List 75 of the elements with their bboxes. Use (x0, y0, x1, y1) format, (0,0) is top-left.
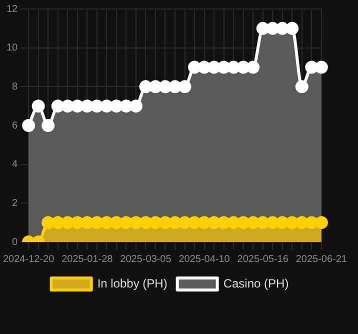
point (110, 100, 123, 113)
point (80, 216, 94, 230)
point (246, 60, 260, 74)
x-tick-label: 2025-05-16 (237, 254, 289, 265)
x-tick-label: 2025-06-21 (296, 254, 348, 265)
y-tick-label: 4 (12, 159, 18, 170)
point (314, 216, 328, 230)
point (61, 100, 74, 113)
point (129, 216, 142, 230)
point (295, 216, 308, 230)
point (158, 216, 172, 230)
point (158, 80, 172, 94)
point (305, 60, 318, 74)
point (208, 60, 221, 74)
point (256, 216, 270, 230)
point (236, 216, 250, 230)
point (42, 119, 55, 132)
point (42, 216, 55, 230)
point (120, 100, 133, 113)
point (246, 216, 260, 230)
legend-label: Casino (PH) (223, 276, 289, 290)
point (266, 216, 280, 230)
point (295, 80, 308, 94)
x-tick-label: 2025-03-05 (120, 254, 172, 265)
point (286, 216, 299, 230)
point (32, 100, 45, 113)
point (305, 216, 318, 230)
point (120, 216, 133, 230)
y-tick-label: 6 (12, 120, 18, 132)
point (276, 22, 289, 35)
point (217, 216, 230, 230)
point (198, 216, 211, 230)
point (70, 100, 84, 113)
y-tick-label: 0 (12, 236, 18, 248)
point (286, 22, 299, 35)
point (188, 60, 202, 74)
point (22, 119, 36, 132)
point (80, 100, 94, 113)
point (100, 100, 114, 113)
point (148, 216, 162, 230)
y-tick-label: 2 (12, 198, 18, 209)
point (198, 60, 211, 74)
point (188, 216, 202, 230)
point (139, 216, 152, 230)
point (168, 216, 182, 230)
point (90, 216, 104, 230)
x-tick-label: 2025-01-28 (62, 254, 114, 265)
point (314, 60, 328, 74)
point (139, 80, 152, 94)
y-tick-label: 10 (6, 42, 18, 54)
point (110, 216, 123, 230)
point (208, 216, 221, 230)
point (178, 80, 192, 94)
y-tick-label: 12 (6, 4, 18, 15)
x-tick-label: 2024-12-20 (3, 254, 55, 265)
point (148, 80, 162, 94)
point (266, 22, 280, 35)
point (168, 80, 182, 94)
point (227, 60, 240, 74)
point (178, 216, 192, 230)
point (256, 22, 270, 35)
point (51, 100, 64, 113)
point (90, 100, 104, 113)
point (236, 60, 250, 74)
legend-label: In lobby (PH) (97, 276, 168, 290)
point (276, 216, 289, 230)
x-tick-label: 2025-04-10 (178, 254, 230, 265)
point (70, 216, 84, 230)
point (217, 60, 230, 74)
point (61, 216, 74, 230)
y-tick-label: 8 (12, 81, 18, 92)
point (227, 216, 240, 230)
point (100, 216, 114, 230)
point (129, 100, 142, 113)
point (51, 216, 64, 230)
